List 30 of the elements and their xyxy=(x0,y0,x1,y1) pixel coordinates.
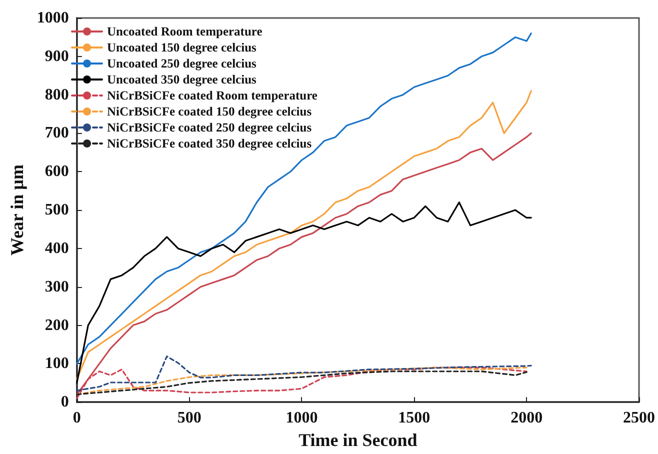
legend-label: NiCrBSiCFe coated Room temperature xyxy=(107,88,318,102)
y-tick-label: 1000 xyxy=(36,10,69,26)
x-tick-label: 500 xyxy=(177,410,202,427)
line-series xyxy=(76,356,532,392)
y-tick-label: 0 xyxy=(60,394,69,411)
y-tick-label: 200 xyxy=(44,316,69,334)
y-tick-label: 500 xyxy=(44,202,69,219)
legend-label: Uncoated 250 degree celcius xyxy=(107,56,257,70)
line-series xyxy=(76,202,532,384)
y-tick-label: 300 xyxy=(44,278,69,296)
legend-label: Uncoated 350 degree celcius xyxy=(107,72,257,86)
y-tick-label: 700 xyxy=(44,124,69,142)
legend-label: NiCrBSiCFe coated 250 degree celcius xyxy=(107,120,312,134)
x-tick-label: 1500 xyxy=(398,410,430,427)
x-tick-label: 2500 xyxy=(623,410,655,427)
legend-label: Uncoated 150 degree celcius xyxy=(107,40,257,54)
legend-label: Uncoated Room temperature xyxy=(107,24,263,38)
x-tick-label: 1000 xyxy=(286,410,318,427)
y-tick-label: 900 xyxy=(44,48,69,65)
legend-label: NiCrBSiCFe coated 150 degree celcius xyxy=(107,104,312,118)
y-tick-label: 100 xyxy=(44,355,69,372)
x-tick-label: 0 xyxy=(72,410,81,427)
legend-label: NiCrBSiCFe coated 350 degree celcius xyxy=(107,136,312,150)
x-axis-title: Time in Second xyxy=(298,430,418,450)
y-tick-label: 400 xyxy=(44,240,69,257)
y-tick-label: 800 xyxy=(44,86,69,104)
line-series xyxy=(76,90,532,380)
x-tick-label: 2000 xyxy=(510,410,543,427)
y-axis-title: Wear in µm xyxy=(7,164,27,256)
y-tick-label: 600 xyxy=(44,163,69,180)
